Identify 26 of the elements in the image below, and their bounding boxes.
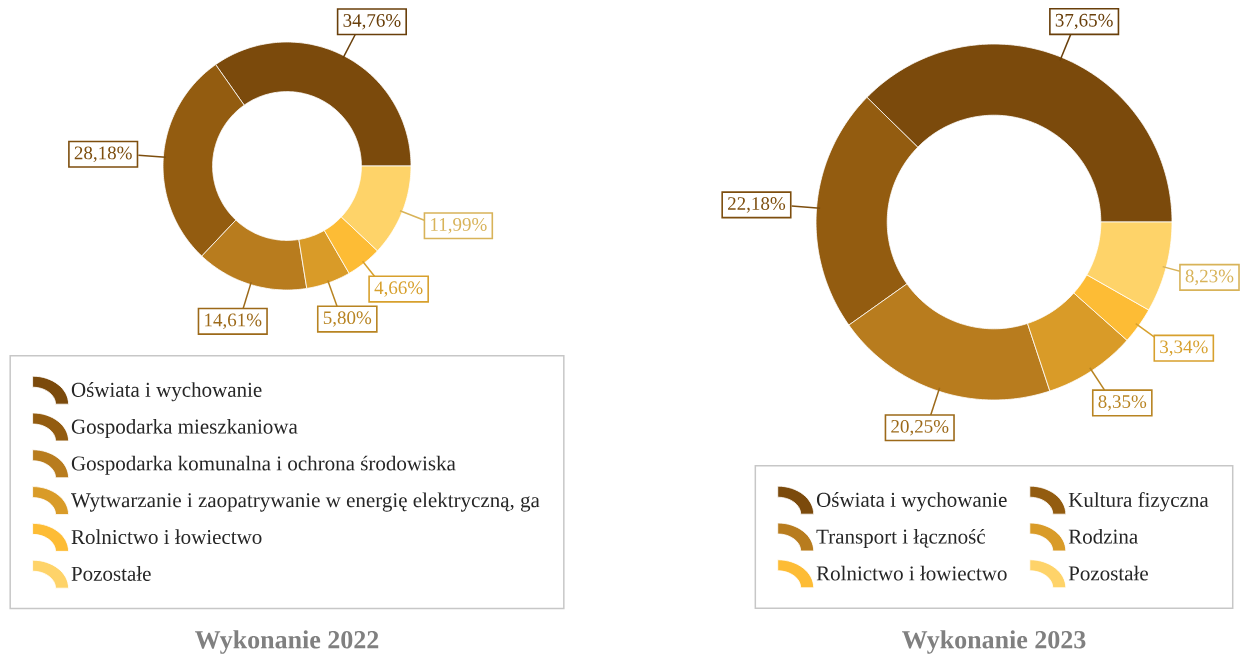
legend-label: Gospodarka mieszkaniowa [71,418,298,438]
legend-label: Gospodarka komunalna i ochrona środowiska [71,455,456,475]
legend-label: Rolnictwo i łowiectwo [816,565,1007,581]
data-label: 28,18% [74,146,132,163]
data-label: 14,61% [205,313,262,330]
data-label: 4,66% [374,281,423,297]
data-label: 5,80% [323,311,372,327]
legend-label: Pozostałe [1068,565,1148,581]
legend-label: Transport i łączność [816,528,985,548]
legend-label: Kultura fizyczna [1068,492,1209,512]
text: Wykonanie 2023 [902,630,1086,654]
data-label: 11,99% [431,218,487,234]
legend-label: Rodzina [1068,528,1138,544]
data-label: 3,34% [1160,340,1208,356]
legend-label: Rolnictwo i łowiectwo [71,529,262,545]
data-label: 20,25% [891,419,949,436]
data-label: 37,65% [1055,13,1113,30]
text: Wykonanie 2022 [195,630,379,654]
data-label: 8,35% [1098,395,1147,411]
data-label: 22,18% [728,197,786,213]
legend-label: Pozostałe [71,566,151,581]
legend-label: Oświata i wychowanie [816,492,1007,512]
data-label: 34,76% [343,13,401,30]
legend-label: Oświata i wychowanie [71,382,262,402]
data-label: 8,23% [1185,269,1234,286]
legend-label: Wytwarzanie i zaopatrywanie w energię elektryczną, ga [70,492,540,512]
